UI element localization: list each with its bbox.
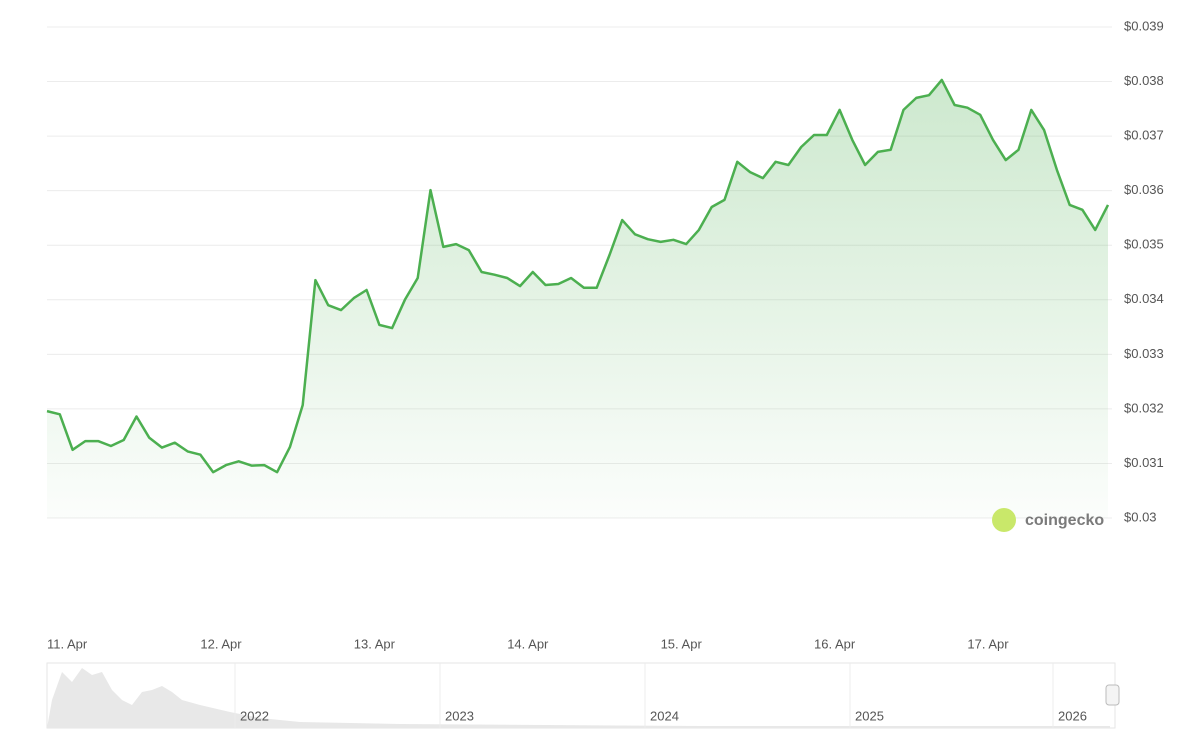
y-tick-label: $0.033 — [1124, 346, 1164, 361]
y-tick-label: $0.035 — [1124, 237, 1164, 252]
navigator-handle[interactable] — [1105, 684, 1120, 706]
navigator: 2022 2023 2024 2025 2026 — [46, 662, 1120, 729]
y-tick-label: $0.03 — [1124, 509, 1157, 524]
price-line — [46, 78, 1110, 474]
plot: $0.039 $0.038 $0.037 $0.036 $0.035 $0.034 $0.0… — [46, 18, 1164, 651]
navigator-label: 2023 — [445, 708, 474, 723]
x-tick-label: 12. Apr — [200, 636, 242, 651]
navigator-label: 2025 — [855, 708, 884, 723]
y-tick-label: $0.039 — [1124, 18, 1164, 33]
logo — [992, 508, 1016, 532]
x-tick-label: 15. Apr — [661, 636, 703, 651]
x-tick-label: 17. Apr — [967, 636, 1009, 651]
navigator-label: 2024 — [650, 708, 679, 723]
x-tick-label: 11. Apr — [47, 636, 88, 651]
area — [47, 79, 1108, 519]
navigator-area — [47, 668, 1110, 728]
x-tick-label: 13. Apr — [354, 636, 396, 651]
navigator-label: 2026 — [1058, 708, 1087, 723]
navigator-label: 2022 — [240, 708, 269, 723]
y-tick-label: $0.036 — [1124, 182, 1164, 197]
y-tick-label: $0.038 — [1124, 73, 1164, 88]
watermark: coingecko — [992, 508, 1104, 532]
x-tick-label: 14. Apr — [507, 636, 549, 651]
watermark-text: coingecko — [1025, 512, 1104, 529]
y-tick-label: $0.032 — [1124, 400, 1164, 415]
y-tick-label: $0.037 — [1124, 128, 1164, 143]
x-tick-label: 16. Apr — [814, 636, 856, 651]
y-tick-label: $0.031 — [1124, 455, 1164, 470]
y-tick-label: $0.034 — [1124, 291, 1164, 306]
